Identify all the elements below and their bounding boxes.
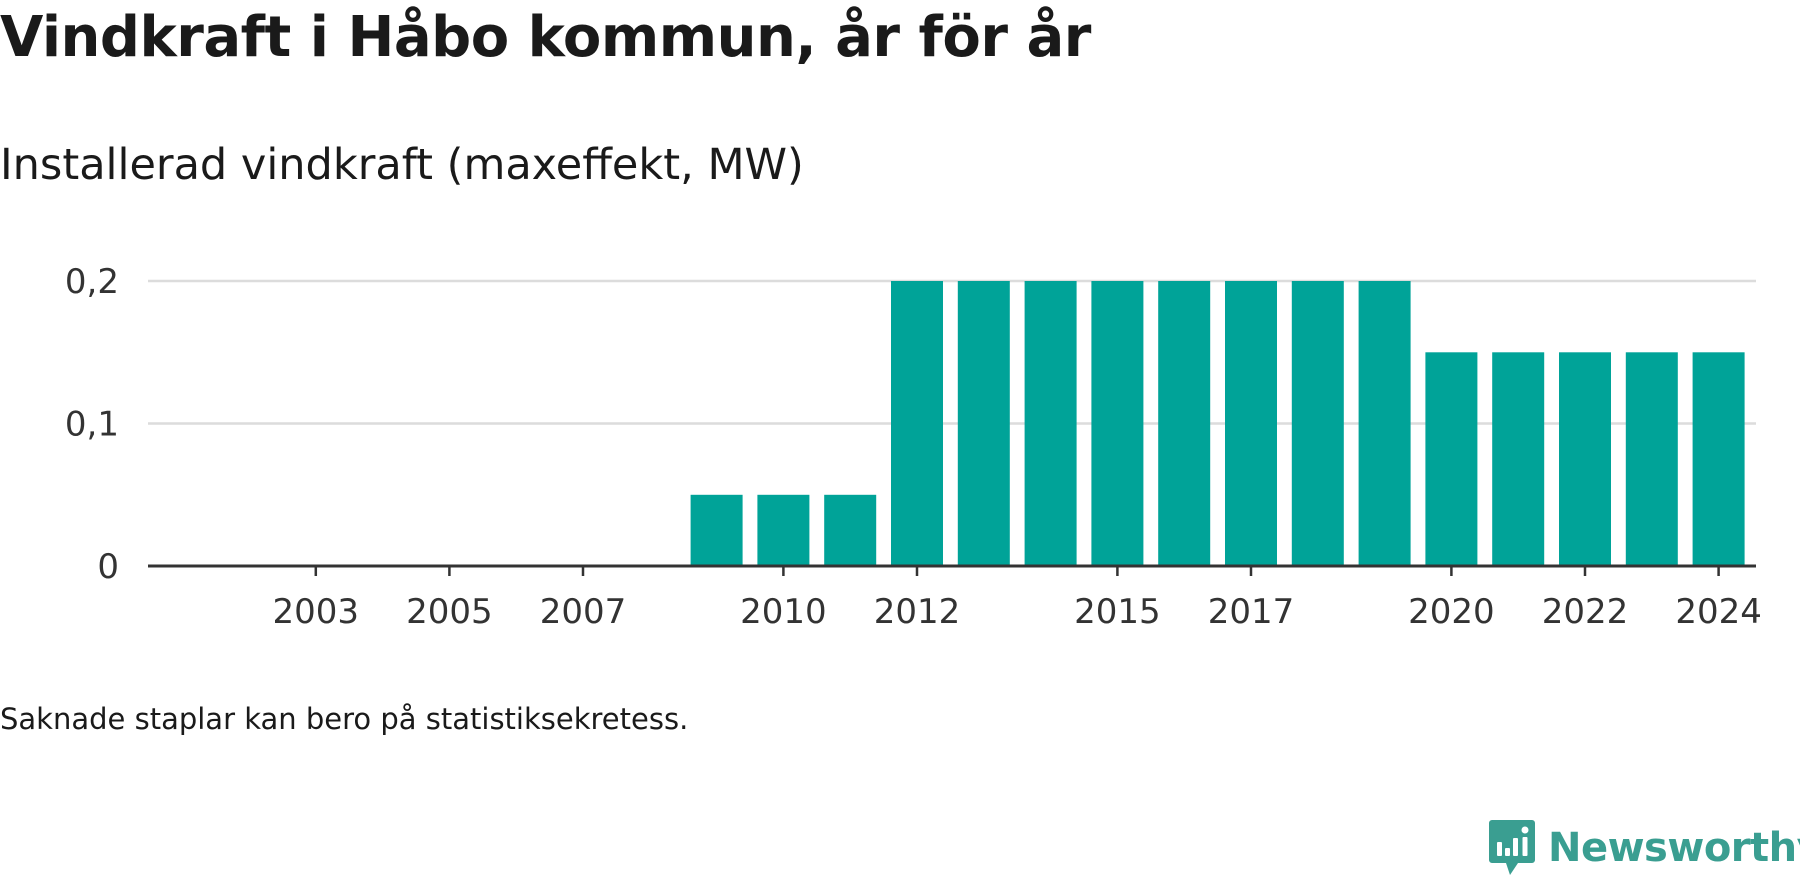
y-tick-label: 0,1: [65, 405, 119, 445]
newsworthy-logo-icon: [1489, 820, 1535, 875]
x-tick-label: 2024: [1675, 592, 1762, 632]
x-axis-tick-labels: 2003 2005 2007 2010 2012 2015 2017 2020 2022 2024: [273, 592, 1762, 632]
y-tick-label: 0,2: [65, 262, 119, 302]
bar-2014: [1024, 281, 1077, 566]
bar-2017: [1225, 281, 1277, 566]
bar-2015: [1091, 281, 1144, 566]
x-axis: [148, 564, 1756, 576]
bar-2024: [1692, 352, 1745, 567]
y-axis-tick-labels: 0 0,1 0,2: [65, 262, 119, 587]
brand-logo: Newsworthy: [1488, 818, 1800, 878]
x-tick-label: 2015: [1074, 592, 1161, 632]
x-tick-label: 2007: [540, 592, 627, 632]
bar-2021: [1492, 352, 1545, 567]
x-tick-label: 2012: [874, 592, 961, 632]
gridlines: [148, 279, 1756, 425]
bar-2011: [824, 494, 877, 567]
y-tick-label: 0: [97, 547, 119, 587]
x-tick-label: 2005: [406, 592, 493, 632]
chart-title: Vindkraft i Håbo kommun, år för år: [0, 5, 1091, 70]
chart-subtitle: Installerad vindkraft (maxeffekt, MW): [0, 140, 804, 190]
bar-2019: [1358, 281, 1411, 566]
bar-2016: [1158, 281, 1211, 566]
x-tick-label: 2022: [1542, 592, 1629, 632]
bar-2009: [690, 494, 743, 567]
bar-2022: [1559, 352, 1611, 567]
bars: [690, 281, 1745, 567]
bar-2010: [757, 494, 810, 567]
bar-2018: [1291, 281, 1344, 566]
brand-name: Newsworthy: [1548, 825, 1800, 871]
x-tick-label: 2020: [1408, 592, 1495, 632]
bar-2012: [891, 281, 943, 566]
bar-2013: [957, 281, 1010, 566]
footnote: Saknade staplar kan bero på statistiksek…: [0, 702, 689, 736]
bar-2023: [1625, 352, 1678, 567]
x-tick-label: 2010: [740, 592, 827, 632]
bar-2020: [1425, 352, 1478, 567]
x-tick-label: 2017: [1208, 592, 1295, 632]
x-tick-label: 2003: [273, 592, 360, 632]
